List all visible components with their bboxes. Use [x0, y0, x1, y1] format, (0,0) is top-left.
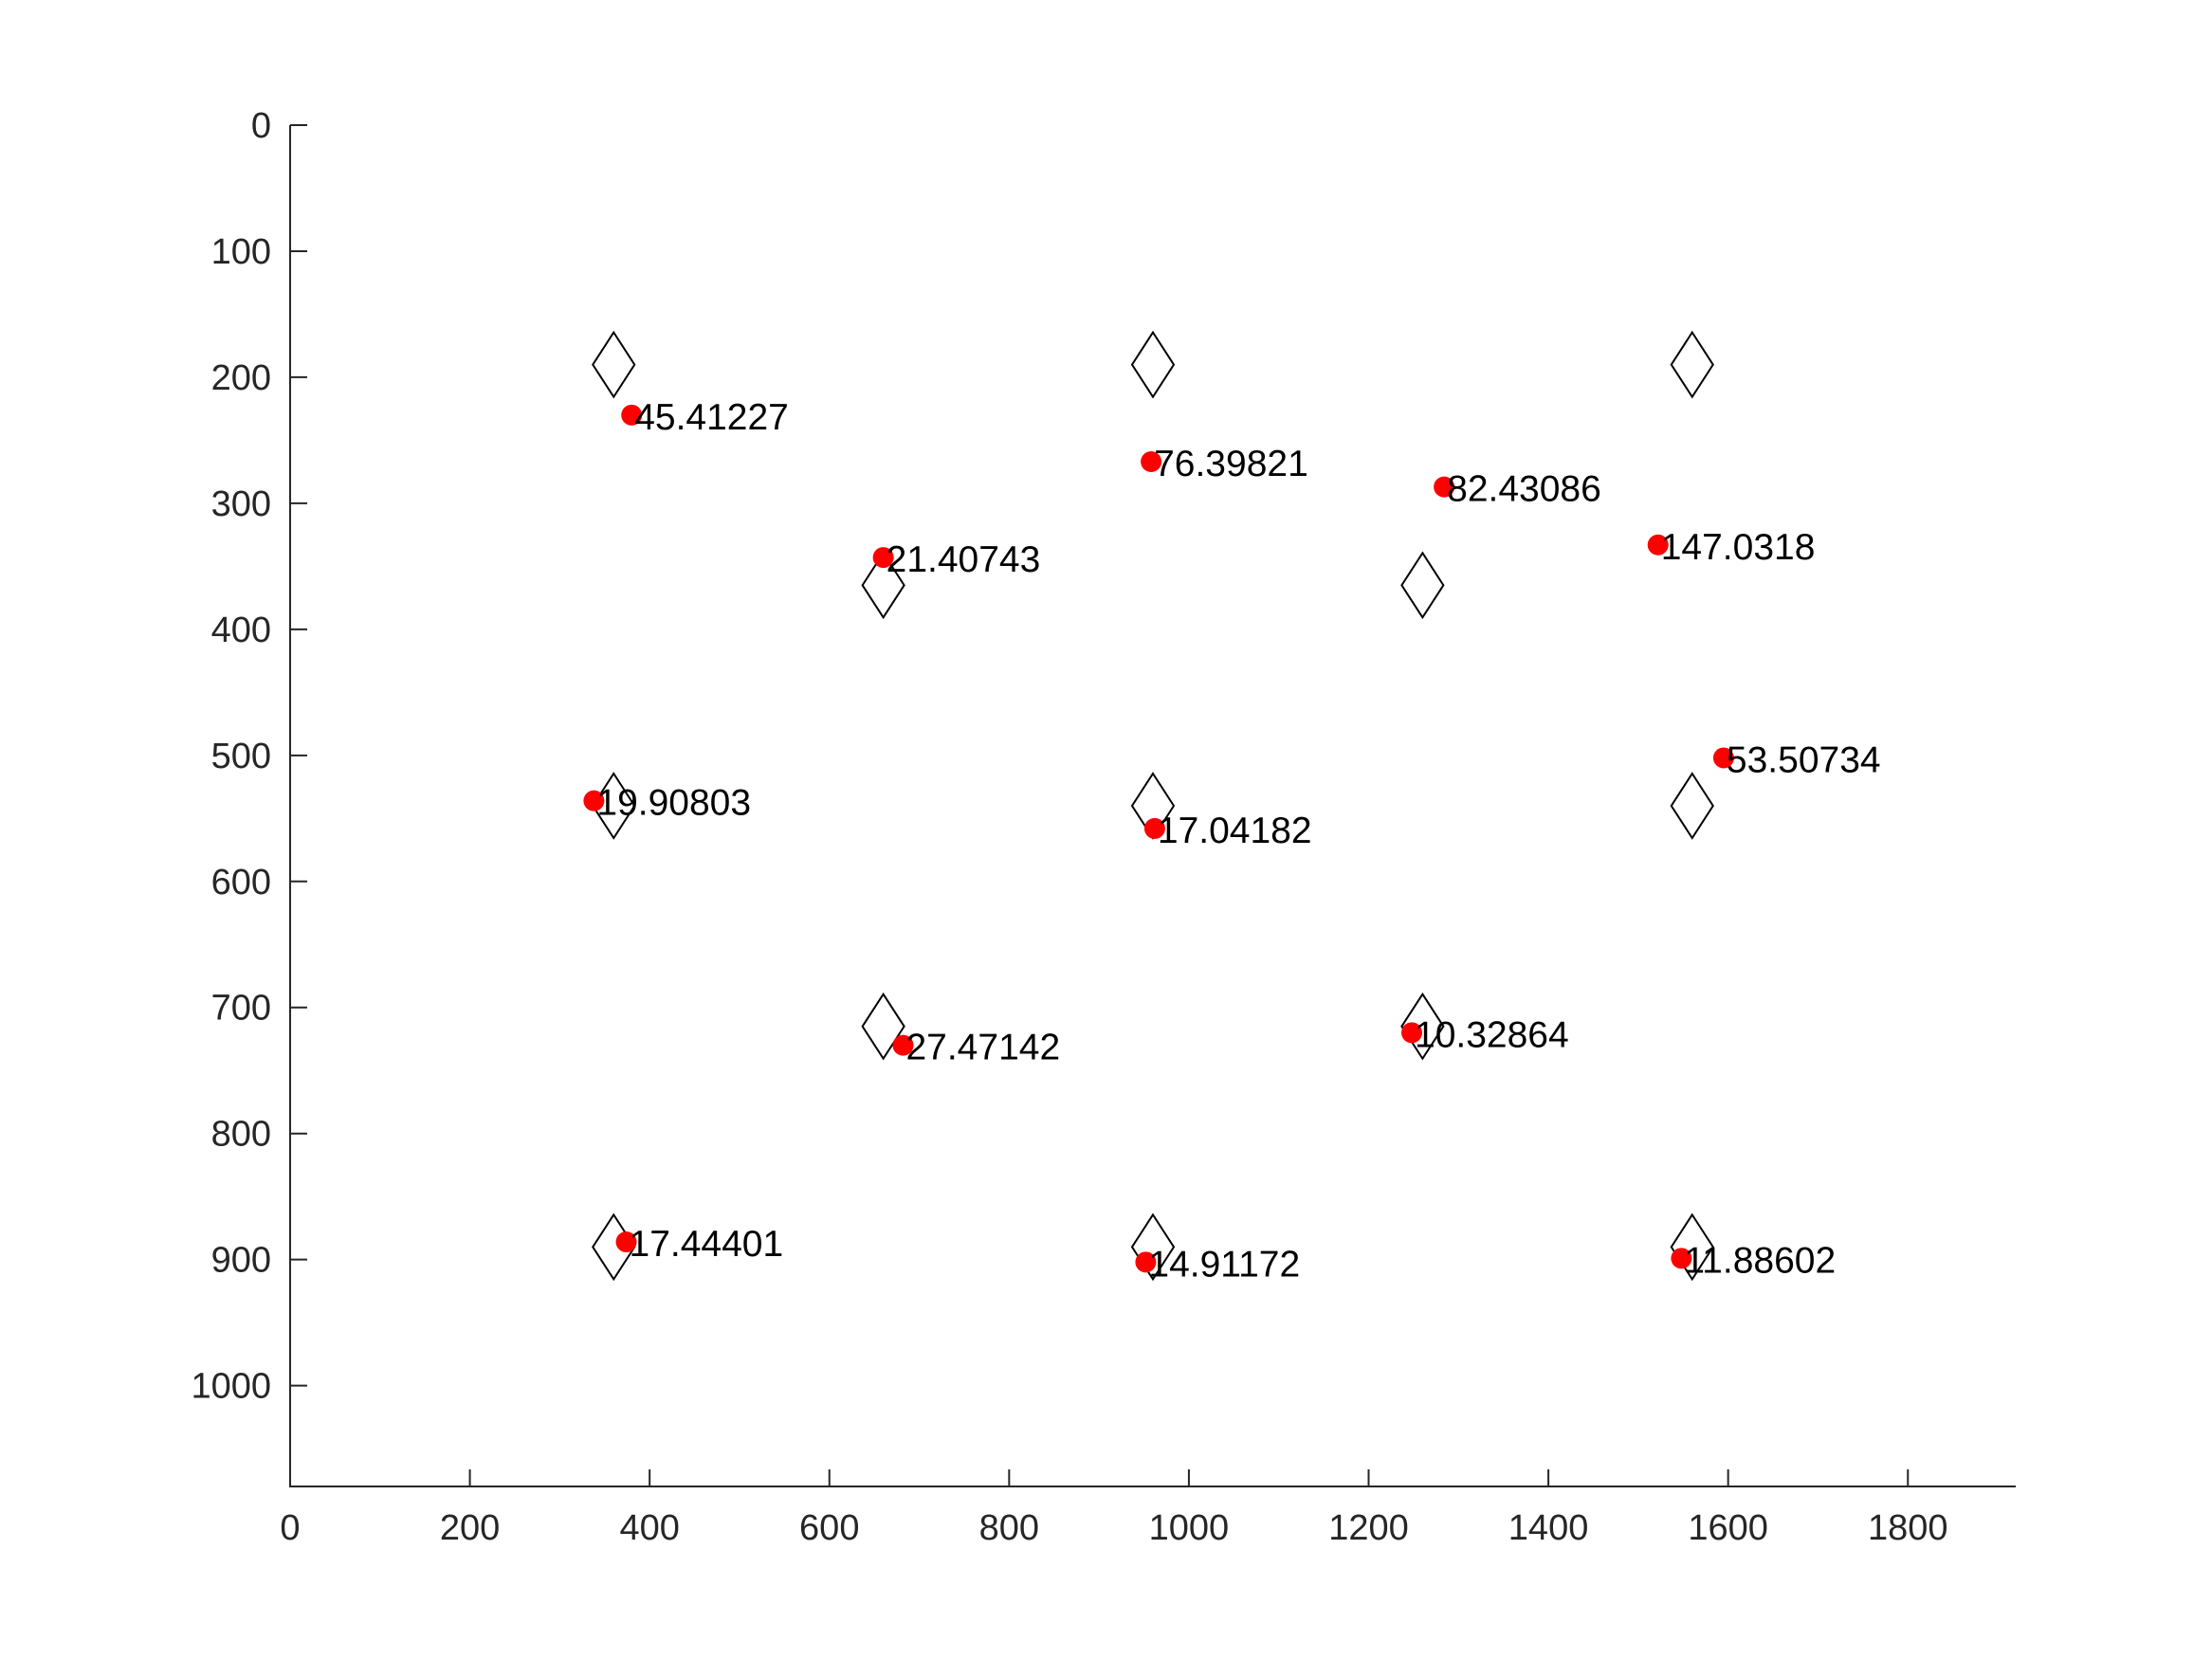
y-tick-label: 800 — [211, 1115, 271, 1155]
diamond-marker — [861, 551, 905, 620]
data-label: 76.39821 — [1154, 444, 1308, 484]
data-label: 53.50734 — [1727, 739, 1881, 780]
data-point — [1434, 476, 1455, 498]
x-tick-label: 1600 — [1688, 1508, 1768, 1548]
data-label: 45.41227 — [634, 397, 789, 438]
data-point — [1647, 534, 1669, 556]
diamond-marker — [1130, 1212, 1176, 1282]
diamond-marker — [1670, 772, 1714, 840]
data-label: 17.04182 — [1158, 811, 1312, 851]
diamond-marker — [1670, 1212, 1714, 1282]
data-point — [621, 404, 643, 426]
data-point — [583, 790, 605, 811]
data-point — [615, 1231, 637, 1253]
y-tick-label: 500 — [211, 737, 271, 776]
y-tick-label: 1000 — [191, 1367, 271, 1407]
x-tick-label: 1400 — [1508, 1508, 1589, 1548]
x-tick-label: 0 — [280, 1508, 300, 1548]
axes: 0 100 200 300 400 500 600 700 800 900 1000 0 200 400 6… — [191, 106, 2016, 1548]
y-tick-label: 600 — [211, 863, 271, 902]
x-tick-label: 1200 — [1328, 1508, 1409, 1548]
data-point — [1135, 1251, 1157, 1273]
diamond-marker — [592, 330, 636, 399]
data-point — [1143, 817, 1165, 839]
y-tick-label: 300 — [211, 484, 271, 524]
data-label: 21.40743 — [887, 539, 1041, 580]
data-label: 19.90803 — [596, 783, 751, 824]
data-label: 147.0318 — [1661, 527, 1816, 568]
y-tick-label: 200 — [211, 358, 271, 398]
x-tick-label: 1800 — [1868, 1508, 1948, 1548]
data-label: 11.88602 — [1684, 1240, 1836, 1281]
diamond-marker — [1400, 551, 1445, 620]
y-tick-label: 100 — [211, 232, 271, 272]
x-tick-label: 800 — [979, 1508, 1039, 1548]
diamond-marker — [1670, 330, 1714, 399]
data-label: 17.44401 — [630, 1224, 784, 1265]
plot-marks: 45.41227 76.39821 82.43086 21.40743 147.0318… — [583, 330, 1881, 1285]
x-tick-label: 400 — [619, 1508, 679, 1548]
data-point — [1671, 1248, 1692, 1269]
diamond-marker — [861, 992, 905, 1061]
data-label: 14.91172 — [1148, 1244, 1300, 1285]
data-label: 82.43086 — [1447, 469, 1601, 510]
y-tick-label: 700 — [211, 989, 271, 1029]
y-tick-label: 900 — [211, 1241, 271, 1281]
y-tick-label: 0 — [251, 106, 271, 146]
data-label: 27.47142 — [905, 1028, 1060, 1068]
y-tick-label: 400 — [211, 611, 271, 650]
x-tick-label: 1000 — [1149, 1508, 1230, 1548]
diamond-marker — [1130, 330, 1176, 399]
x-tick-label: 200 — [440, 1508, 500, 1548]
data-label: 10.32864 — [1415, 1014, 1569, 1055]
diamond-marker — [1400, 992, 1445, 1061]
data-point — [872, 547, 894, 569]
data-point — [1401, 1022, 1422, 1044]
data-point — [1712, 747, 1734, 769]
x-tick-label: 600 — [799, 1508, 859, 1548]
data-point — [1141, 451, 1162, 473]
data-point — [892, 1034, 914, 1056]
